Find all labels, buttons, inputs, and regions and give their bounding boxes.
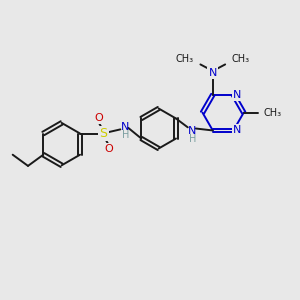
Text: N: N xyxy=(233,90,242,100)
Text: N: N xyxy=(233,125,242,136)
Text: CH₃: CH₃ xyxy=(176,54,194,64)
Text: O: O xyxy=(104,144,113,154)
Text: N: N xyxy=(188,126,196,136)
Text: N: N xyxy=(121,122,129,132)
Text: H: H xyxy=(189,134,196,144)
Text: CH₃: CH₃ xyxy=(263,108,282,118)
Text: CH₃: CH₃ xyxy=(232,54,250,64)
Text: N: N xyxy=(208,68,217,78)
Text: O: O xyxy=(94,113,103,123)
Text: S: S xyxy=(100,127,108,140)
Text: H: H xyxy=(122,130,129,140)
